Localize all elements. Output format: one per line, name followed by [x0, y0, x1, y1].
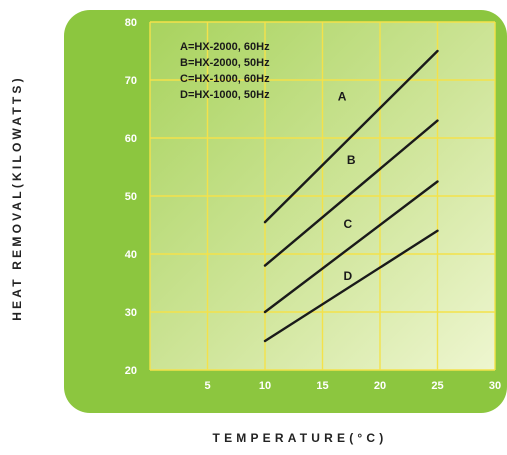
x-tick-label: 5: [204, 380, 210, 392]
series-label-b: B: [347, 153, 356, 167]
series-line-b: [263, 119, 439, 267]
legend-entry: C=HX-1000, 60Hz: [180, 73, 270, 85]
series-lines: [263, 49, 439, 343]
y-tick-label: 60: [125, 133, 137, 145]
y-tick-label: 20: [125, 365, 137, 377]
y-axis-label: HEAT REMOVAL(KILOWATTS): [10, 75, 24, 321]
x-tick-label: 25: [431, 380, 443, 392]
legend-entry: B=HX-2000, 50Hz: [180, 57, 270, 69]
series-line-a: [263, 49, 439, 224]
x-tick-label: 20: [374, 380, 386, 392]
y-tick-label: 80: [125, 17, 137, 29]
legend-entry: A=HX-2000, 60Hz: [180, 41, 270, 53]
series-line-d: [263, 229, 439, 343]
legend: A=HX-2000, 60Hz B=HX-2000, 50Hz C=HX-1000,…: [180, 41, 270, 101]
y-axis-label-box: HEAT REMOVAL(KILOWATTS): [6, 18, 28, 378]
y-tick-label: 40: [125, 249, 137, 261]
y-tick-label: 50: [125, 191, 137, 203]
series-label-a: A: [338, 89, 347, 103]
tick-labels: 20 30 40 50 60 70 80 5 10 15 20 25 30: [125, 17, 501, 392]
series-line-c: [263, 180, 439, 314]
y-tick-label: 70: [125, 75, 137, 87]
series-label-c: C: [343, 217, 352, 231]
x-tick-label: 30: [489, 380, 501, 392]
grid: [149, 21, 496, 371]
series-labels: A B C D: [338, 89, 356, 283]
x-tick-label: 15: [316, 380, 328, 392]
legend-entry: D=HX-1000, 50Hz: [180, 89, 270, 101]
series-label-d: D: [343, 269, 352, 283]
x-tick-label: 10: [259, 380, 271, 392]
x-axis-label: TEMPERATURE(°C): [212, 431, 388, 445]
y-tick-label: 30: [125, 307, 137, 319]
